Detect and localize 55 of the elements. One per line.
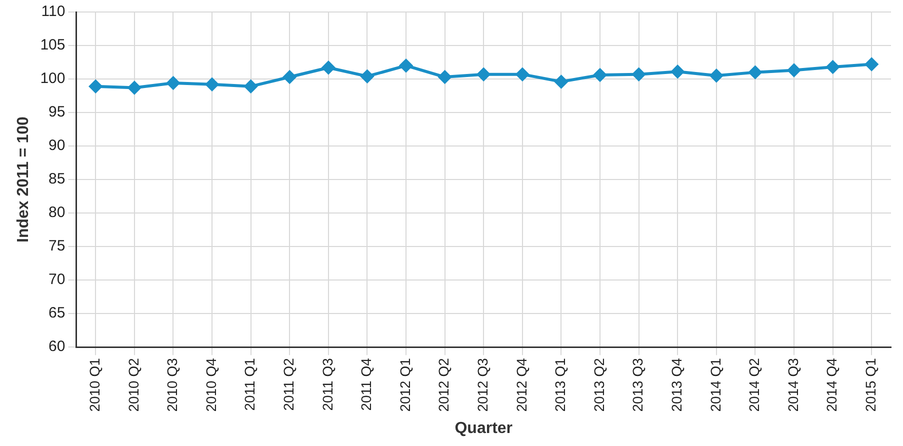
x-tick-label: 2013 Q3: [630, 358, 646, 412]
x-tick-label: 2012 Q3: [474, 358, 490, 412]
x-tick-label: 2014 Q4: [824, 358, 840, 412]
point: [671, 65, 684, 78]
point: [865, 58, 878, 71]
point: [554, 75, 568, 88]
y-tick-label: 95: [48, 104, 66, 121]
y-tick-label: 80: [48, 204, 66, 222]
x-tick-label: 2012 Q4: [513, 358, 530, 412]
x-tick-label: 2010 Q3: [164, 358, 180, 412]
point: [477, 68, 490, 81]
point: [826, 60, 840, 74]
point: [283, 70, 296, 84]
x-tick-label: 2012 Q1: [396, 358, 413, 412]
y-tick-label: 70: [48, 271, 66, 288]
x-tick-label: 2014 Q3: [784, 358, 801, 412]
y-axis-title: Index 2011 = 100: [15, 116, 32, 242]
y-tick-label: 100: [40, 70, 66, 88]
y-tick-label: 90: [48, 137, 66, 154]
point: [206, 78, 219, 91]
point: [438, 70, 452, 84]
point: [594, 68, 607, 82]
x-tick-label: 2014 Q2: [746, 358, 762, 412]
y-tick-label: 60: [48, 338, 66, 356]
y-tick-label: 110: [41, 3, 66, 20]
y-tick-label: 85: [48, 170, 66, 188]
x-tick-label: 2014 Q1: [707, 358, 724, 412]
point: [166, 76, 180, 90]
x-tick-label: 2015 Q1: [862, 358, 878, 412]
point: [128, 81, 141, 94]
point: [360, 70, 374, 83]
x-tick-label: 2012 Q2: [436, 358, 452, 412]
point: [400, 59, 413, 72]
x-tick-label: 2010 Q1: [86, 358, 102, 412]
point: [748, 66, 762, 79]
x-tick-label: 2013 Q4: [668, 358, 684, 412]
x-tick-label: 2011 Q3: [319, 358, 336, 411]
point: [322, 61, 335, 74]
x-tick-label: 2010 Q2: [125, 358, 142, 412]
point: [89, 80, 102, 93]
y-tick-label: 65: [48, 304, 66, 322]
point: [632, 68, 646, 81]
point: [516, 68, 529, 81]
x-axis-title: Quarter: [454, 420, 513, 437]
y-tick-label: 105: [40, 36, 66, 54]
x-tick-label: 2010 Q4: [202, 358, 219, 412]
point: [244, 80, 258, 93]
x-tick-label: 2011 Q1: [242, 358, 258, 411]
x-tick-label: 2011 Q2: [280, 358, 296, 411]
y-tick-label: 75: [48, 238, 66, 255]
x-tick-label: 2013 Q1: [552, 358, 568, 412]
point: [710, 69, 723, 82]
point: [788, 64, 801, 77]
x-tick-label: 2011 Q4: [358, 358, 374, 411]
x-tick-label: 2013 Q2: [590, 358, 607, 412]
